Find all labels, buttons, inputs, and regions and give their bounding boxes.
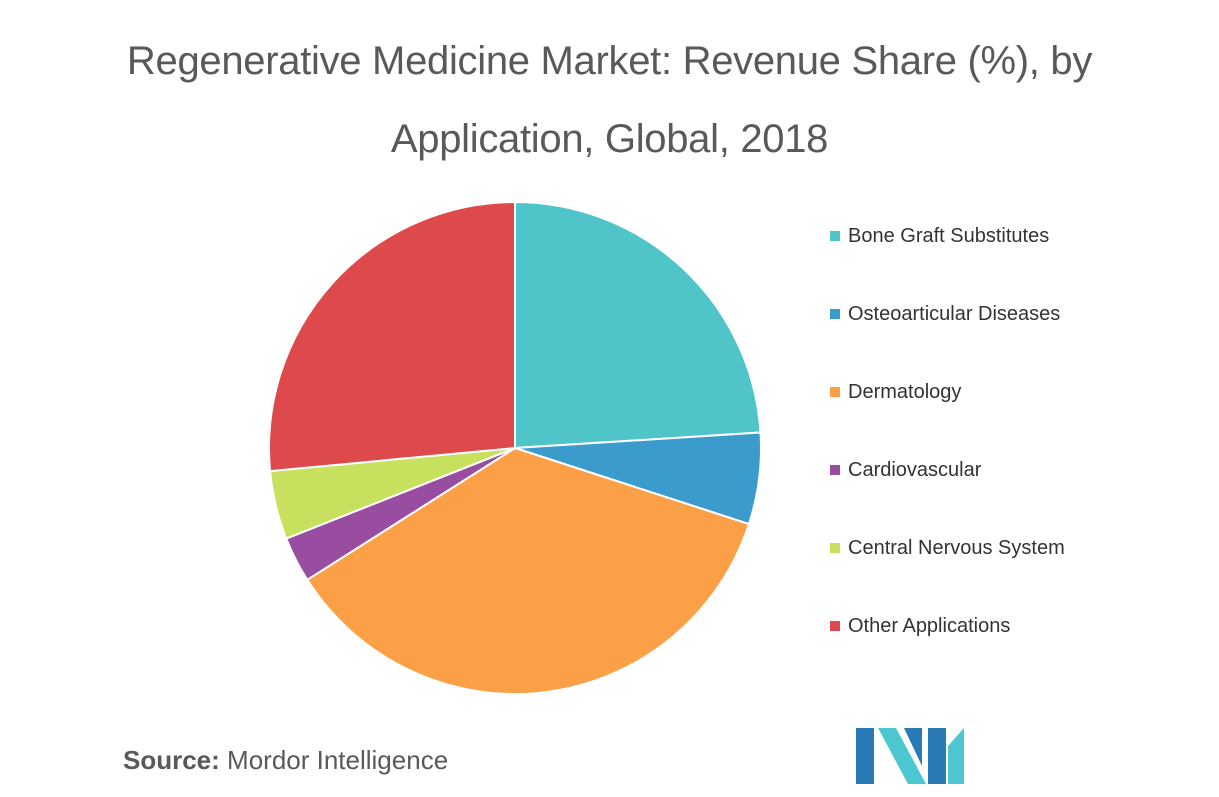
chart-legend: Bone Graft Substitutes Osteoarticular Di…	[830, 222, 1065, 690]
legend-label: Osteoarticular Diseases	[848, 303, 1061, 325]
legend-item-central-nervous-system: Central Nervous System	[830, 534, 1065, 612]
logo-shape-left	[856, 728, 874, 784]
logo-shape-right	[928, 728, 946, 784]
logo-shape-diagonal	[878, 728, 926, 784]
chart-title: Regenerative Medicine Market: Revenue Sh…	[0, 22, 1219, 178]
pie-slice-dermatology	[306, 447, 750, 695]
legend-swatch	[830, 387, 840, 397]
legend-label: Central Nervous System	[848, 537, 1065, 559]
legend-swatch	[830, 465, 840, 475]
legend-swatch	[830, 543, 840, 553]
source-label: Source:	[123, 745, 220, 775]
legend-item-cardiovascular: Cardiovascular	[830, 456, 1065, 534]
logo-shape-accent	[948, 728, 964, 784]
legend-item-dermatology: Dermatology	[830, 378, 1065, 456]
legend-label: Cardiovascular	[848, 459, 982, 481]
legend-swatch	[830, 309, 840, 319]
mordor-intelligence-logo	[856, 728, 964, 784]
legend-label: Other Applications	[848, 615, 1011, 637]
legend-swatch	[830, 621, 840, 631]
source-note: Source: Mordor Intelligence	[123, 742, 448, 778]
pie-slice-other-applications	[268, 201, 516, 473]
legend-item-osteoarticular-diseases: Osteoarticular Diseases	[830, 300, 1065, 378]
legend-swatch	[830, 231, 840, 241]
legend-item-other-applications: Other Applications	[830, 612, 1065, 690]
legend-label: Dermatology	[848, 381, 962, 403]
legend-item-bone-graft-substitutes: Bone Graft Substitutes	[830, 222, 1065, 300]
source-text: Mordor Intelligence	[219, 745, 449, 775]
logo-shape-middle	[904, 728, 922, 766]
legend-label: Bone Graft Substitutes	[848, 225, 1050, 247]
chart-title-line-2: Application, Global, 2018	[390, 117, 829, 161]
chart-title-line-1: Regenerative Medicine Market: Revenue Sh…	[126, 39, 1093, 83]
pie-slice-bone-graft-substitutes	[514, 201, 762, 449]
